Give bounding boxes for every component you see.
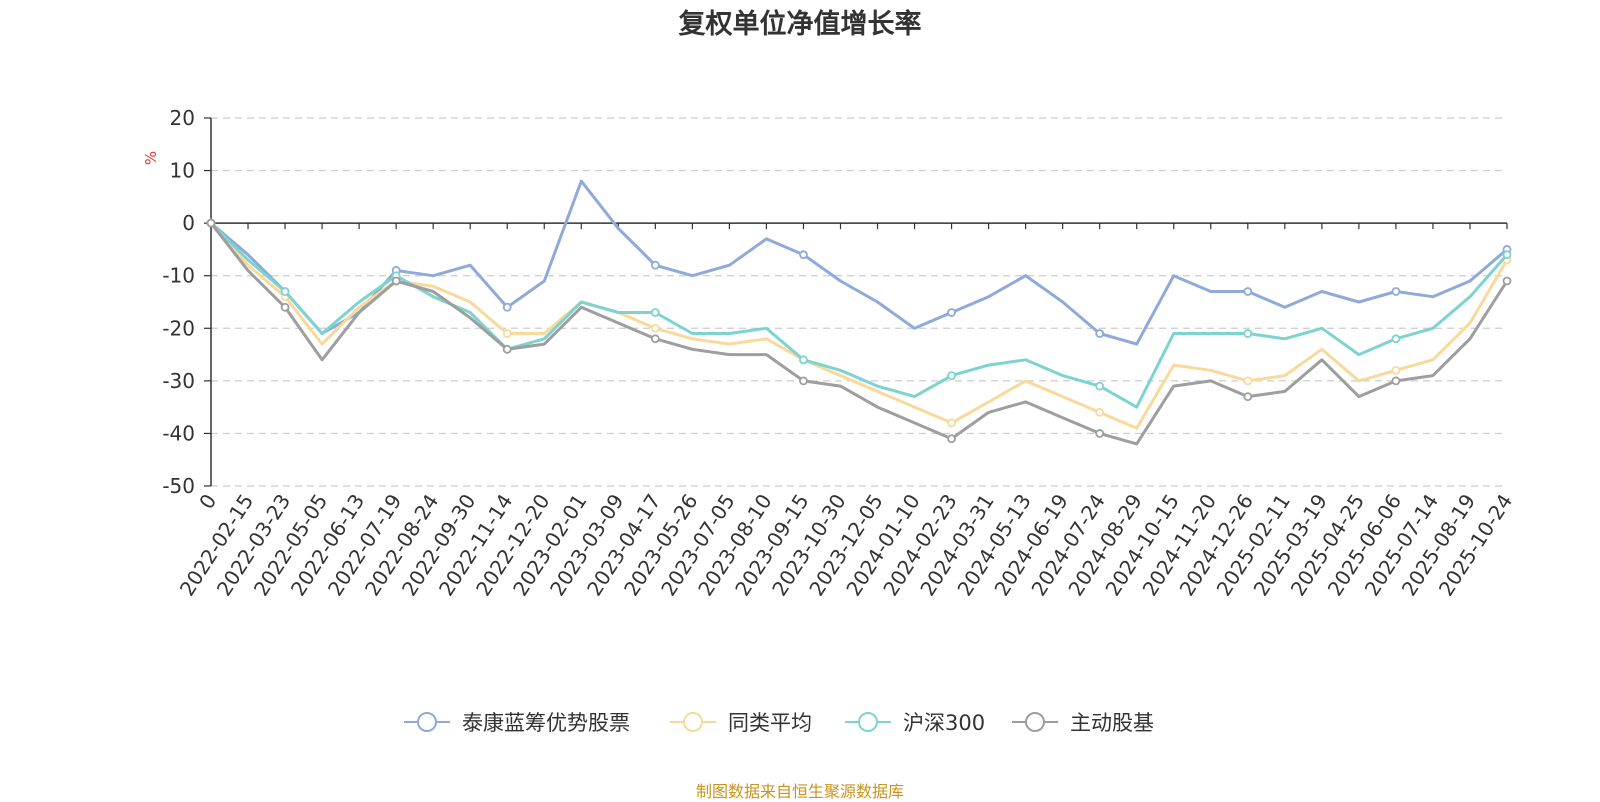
data-point	[1391, 365, 1401, 375]
chart-title: 复权单位净值增长率	[678, 9, 922, 40]
legend-label: 同类平均	[728, 711, 812, 735]
data-point	[391, 276, 401, 286]
series-3	[206, 218, 1512, 409]
series-1	[206, 179, 1512, 346]
legend-item-1[interactable]: 泰康蓝筹优势股票	[404, 711, 630, 735]
data-point	[650, 334, 660, 344]
data-point	[206, 218, 216, 228]
data-point	[1391, 287, 1401, 296]
data-point	[502, 329, 512, 338]
data-point	[1243, 376, 1253, 386]
legend-marker	[858, 712, 878, 732]
y-tick-label: -20	[162, 316, 195, 340]
legend-item-3[interactable]: 沪深300	[845, 711, 985, 735]
legend-label: 沪深300	[903, 711, 985, 735]
data-point	[947, 434, 956, 444]
data-point	[799, 355, 808, 365]
data-point	[1243, 329, 1253, 338]
data-point	[947, 308, 956, 317]
data-point	[1391, 334, 1401, 344]
data-point	[1095, 381, 1105, 391]
series-line	[209, 222, 1509, 409]
data-point	[1243, 392, 1253, 402]
x-tick-label: 0	[194, 490, 221, 514]
legend-item-4[interactable]: 主动股基	[1012, 711, 1154, 735]
legend[interactable]: 泰康蓝筹优势股票 同类平均 沪深300 主动股基	[404, 711, 1154, 735]
y-tick-label: 0	[182, 211, 195, 235]
data-point	[947, 418, 956, 428]
y-tick-label: 10	[170, 159, 195, 183]
data-point	[1095, 329, 1105, 338]
data-point	[1095, 429, 1105, 438]
gridlines	[211, 117, 1507, 487]
data-point	[799, 250, 808, 260]
data-point	[1502, 250, 1512, 260]
data-point	[650, 323, 660, 333]
data-point	[1502, 276, 1512, 286]
legend-marker	[683, 712, 703, 732]
legend-label: 泰康蓝筹优势股票	[462, 711, 630, 735]
y-tick-label: 20	[170, 106, 195, 130]
data-point	[502, 344, 512, 354]
data-point	[280, 302, 290, 312]
legend-label: 主动股基	[1070, 711, 1154, 735]
data-point	[799, 376, 808, 386]
legend-marker	[1025, 712, 1045, 732]
axes: 20100-10-20-30-40-50%02022-02-152022-03-…	[142, 106, 1517, 600]
series-line	[209, 222, 1509, 430]
y-tick-label: -50	[162, 474, 195, 498]
data-point	[1095, 407, 1105, 417]
legend-item-2[interactable]: 同类平均	[670, 711, 812, 735]
data-point	[650, 260, 660, 270]
series-group	[206, 179, 1512, 446]
y-tick-label: -40	[162, 421, 195, 445]
series-line	[209, 222, 1509, 446]
legend-marker	[417, 712, 437, 732]
data-point	[1243, 287, 1253, 296]
series-line	[210, 179, 1508, 346]
source-note: 制图数据来自恒生聚源数据库	[695, 782, 904, 801]
data-point	[947, 371, 956, 381]
y-tick-label: -10	[162, 264, 195, 288]
y-tick-label: -30	[162, 369, 195, 393]
data-point	[1391, 376, 1401, 386]
data-point	[502, 302, 512, 312]
y-axis-label: %	[142, 151, 160, 165]
data-point	[280, 287, 290, 296]
series-4	[206, 218, 1512, 446]
data-point	[650, 308, 660, 317]
